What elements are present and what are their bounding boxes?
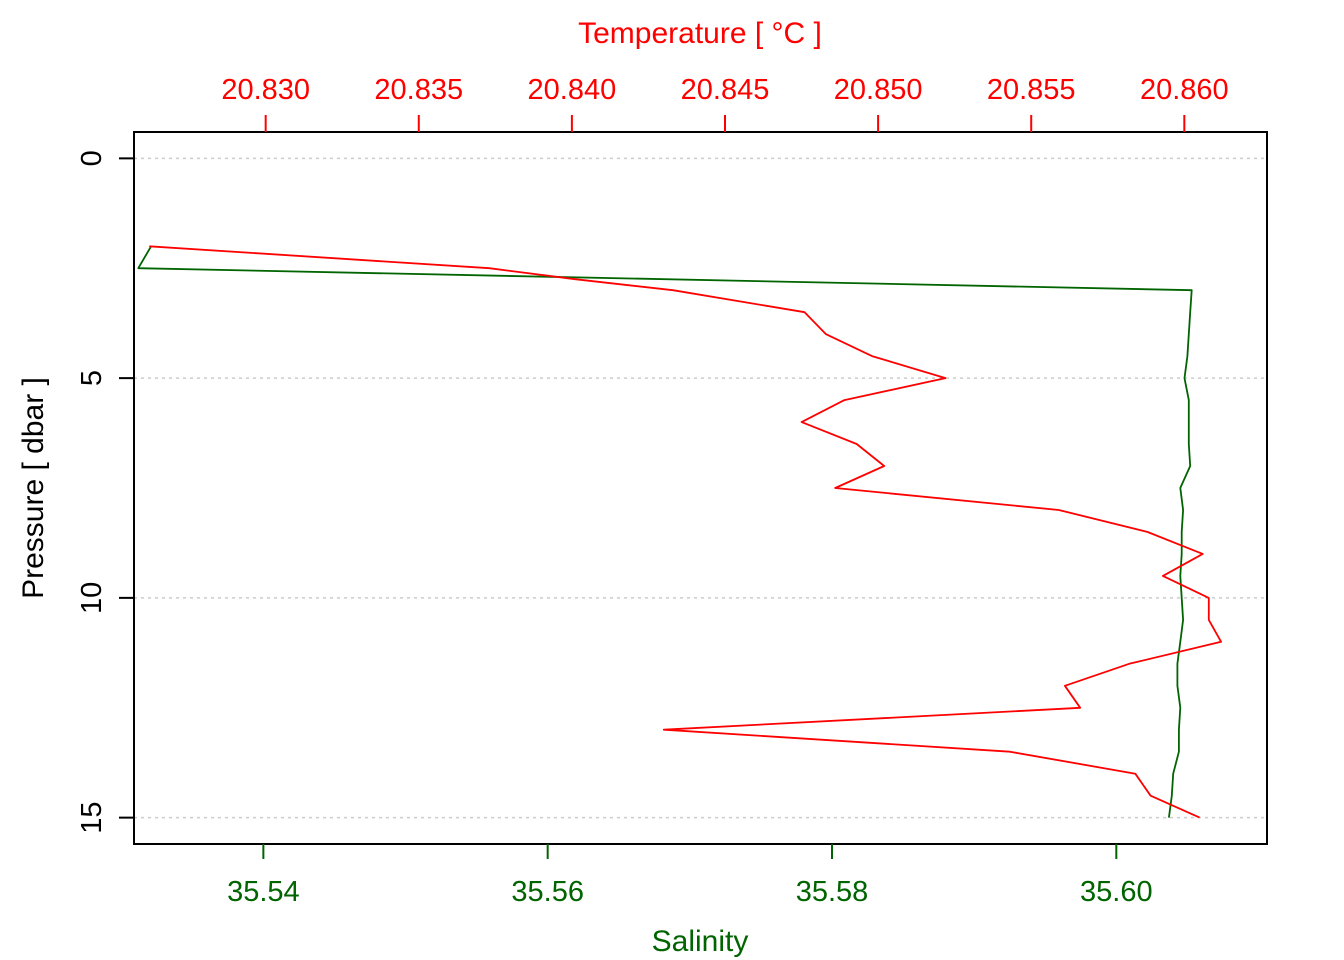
temperature-tick-label: 20.860 <box>1140 74 1229 106</box>
salinity-tick-label: 35.60 <box>1080 876 1153 908</box>
pressure-axis-title: Pressure [ dbar ] <box>17 377 50 599</box>
salinity-tick-label: 35.54 <box>227 876 300 908</box>
salinity-tick-label: 35.58 <box>796 876 869 908</box>
salinity-axis-title: Salinity <box>652 925 749 958</box>
temperature-tick-label: 20.830 <box>221 74 310 106</box>
y-tick-label: 10 <box>76 582 108 614</box>
salinity-line <box>137 245 1193 818</box>
salinity-tick-label: 35.56 <box>511 876 584 908</box>
y-tick-label: 15 <box>76 801 108 833</box>
gridlines <box>134 157 1267 819</box>
y-tick-label: 5 <box>76 370 108 386</box>
temperature-tick-label: 20.835 <box>374 74 463 106</box>
pressure-axis: 0 5 10 15 <box>76 150 134 834</box>
temperature-axis-title: Temperature [ °C ] <box>578 17 822 50</box>
series-lines <box>137 245 1222 819</box>
temperature-tick-label: 20.850 <box>834 74 923 106</box>
salinity-axis: 35.54 35.56 35.58 35.60 <box>227 844 1153 908</box>
temperature-tick-label: 20.840 <box>528 74 617 106</box>
temperature-tick-label: 20.845 <box>681 74 770 106</box>
temperature-tick-label: 20.855 <box>987 74 1076 106</box>
y-tick-label: 0 <box>76 150 108 166</box>
temperature-line <box>149 245 1222 819</box>
plot-frame <box>133 131 1268 845</box>
temperature-axis: 20.830 20.835 20.840 20.845 20.850 20.855 20.8… <box>221 74 1229 132</box>
